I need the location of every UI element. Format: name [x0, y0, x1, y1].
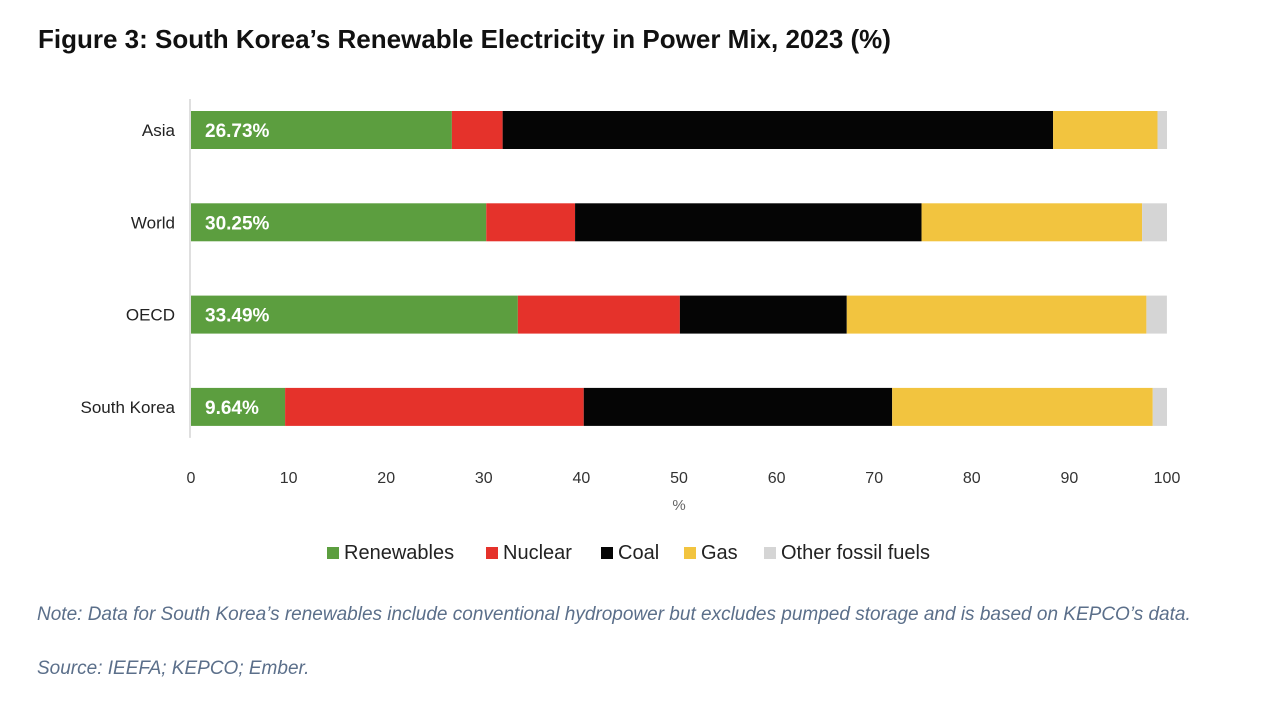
x-tick-label-100: 100: [1154, 470, 1181, 487]
legend-swatch-coal: [601, 547, 613, 559]
legend-label-renewables: Renewables: [344, 542, 454, 564]
bar-asia-nuclear: [451, 111, 503, 149]
x-axis-title: %: [672, 497, 685, 514]
x-tick-label-30: 30: [475, 470, 493, 487]
bar-oecd-gas: [846, 295, 1147, 334]
bar-asia-other-fossil-fuels: [1157, 111, 1167, 149]
x-tick-label-70: 70: [865, 470, 883, 487]
category-label-world: World: [131, 213, 175, 232]
bar-world-renewables: [191, 203, 487, 242]
category-label-oecd: OECD: [126, 306, 175, 325]
legend-label-nuclear: Nuclear: [503, 542, 572, 564]
bar-world-coal: [575, 203, 922, 242]
legend-label-coal: Coal: [618, 542, 659, 564]
data-label-world: 30.25%: [205, 213, 270, 234]
bar-south-korea-renewables: [191, 387, 286, 426]
bar-asia-coal: [502, 111, 1054, 149]
legend-swatch-nuclear: [486, 547, 498, 559]
data-label-asia: 26.73%: [205, 121, 270, 142]
bar-world-other-fossil-fuels: [1142, 203, 1167, 242]
bar-oecd-renewables: [191, 295, 518, 334]
data-label-oecd: 33.49%: [205, 306, 270, 327]
bar-oecd-nuclear: [517, 295, 680, 334]
bar-south-korea-other-fossil-fuels: [1152, 387, 1167, 426]
x-tick-label-90: 90: [1061, 470, 1079, 487]
bar-asia-gas: [1053, 111, 1158, 149]
x-tick-label-80: 80: [963, 470, 981, 487]
x-tick-label-60: 60: [768, 470, 786, 487]
legend-swatch-renewables: [327, 547, 339, 559]
bar-asia-renewables: [191, 111, 452, 149]
legend-label-other-fossil-fuels: Other fossil fuels: [781, 542, 930, 564]
category-label-asia: Asia: [142, 121, 176, 140]
legend-label-gas: Gas: [701, 542, 738, 564]
category-label-south-korea: South Korea: [80, 398, 175, 417]
legend-swatch-other-fossil-fuels: [764, 547, 776, 559]
x-tick-label-20: 20: [377, 470, 395, 487]
bar-oecd-coal: [679, 295, 847, 334]
x-tick-label-0: 0: [187, 470, 196, 487]
x-tick-label-10: 10: [280, 470, 298, 487]
x-tick-label-50: 50: [670, 470, 688, 487]
chart-note: Note: Data for South Korea’s renewables …: [37, 604, 1191, 625]
bar-south-korea-coal: [583, 387, 893, 426]
bar-world-nuclear: [486, 203, 576, 242]
x-tick-label-40: 40: [573, 470, 591, 487]
data-label-south-korea: 9.64%: [205, 398, 259, 419]
chart-source: Source: IEEFA; KEPCO; Ember.: [37, 658, 310, 679]
bar-oecd-other-fossil-fuels: [1146, 295, 1167, 334]
bar-south-korea-gas: [892, 387, 1153, 426]
bar-south-korea-nuclear: [285, 387, 584, 426]
stacked-bar-chart: Asia 26.73% World 30.25% OECD 33.49% South Kor…: [80, 99, 1181, 564]
legend-swatch-gas: [684, 547, 696, 559]
chart-title: Figure 3: South Korea’s Renewable Electr…: [38, 24, 891, 54]
bar-world-gas: [921, 203, 1143, 242]
